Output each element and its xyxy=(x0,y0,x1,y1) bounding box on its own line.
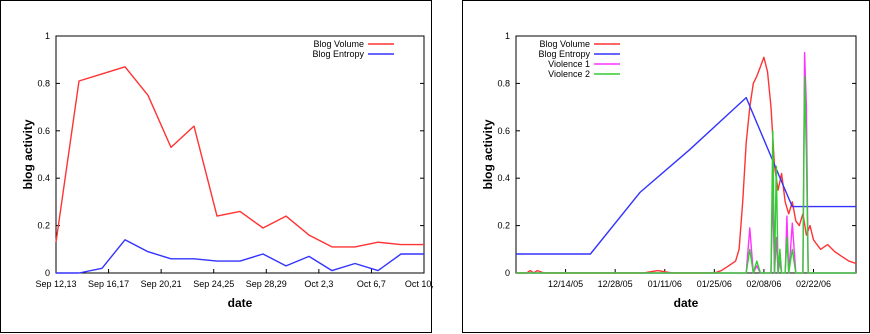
x-tick-label: 01/11/06 xyxy=(648,279,682,289)
chart-right: 0 0.2 0.4 0.6 0.8 1 12/14/05 12/28/05 01/11/06 01… xyxy=(481,31,857,310)
y-tick-label: 0.4 xyxy=(37,173,50,183)
x-tick-label: Sep 28,29 xyxy=(246,279,287,289)
x-tick-label: 12/14/05 xyxy=(548,279,583,289)
y-tick-label: 0 xyxy=(505,268,510,278)
x-tick-label: 02/22/06 xyxy=(796,279,831,289)
y-tick-label: 0.4 xyxy=(497,173,510,183)
chart-left-panel: 0 0.2 0.4 0.6 0.8 1 Sep 12,13 Sep 16,17 Sep 20,2… xyxy=(0,0,433,333)
legend-label: Violence 2 xyxy=(548,69,590,79)
x-tick-label: Oct 6,7 xyxy=(357,279,386,289)
x-tick-label: Sep 20,21 xyxy=(141,279,182,289)
x-tick-label: Oct 10,11 xyxy=(405,279,433,289)
y-tick-label: 0.2 xyxy=(37,221,50,231)
chart-right-panel: 0 0.2 0.4 0.6 0.8 1 12/14/05 12/28/05 01/11/06 01… xyxy=(462,0,870,333)
x-tick-label: Sep 16,17 xyxy=(88,279,129,289)
x-tick-label: Sep 24,25 xyxy=(193,279,234,289)
series-line-blog-volume xyxy=(55,66,424,248)
chart-left: 0 0.2 0.4 0.6 0.8 1 Sep 12,13 Sep 16,17 Sep 20,2… xyxy=(21,31,433,310)
legend-label: Blog Volume xyxy=(313,39,364,49)
y-tick-label: 1 xyxy=(505,31,510,41)
legend-label: Violence 1 xyxy=(548,59,590,69)
x-axis-title: date xyxy=(674,296,699,310)
y-axis-title: blog activity xyxy=(21,119,35,189)
x-tick-label: 02/08/06 xyxy=(746,279,781,289)
y-tick-label: 0 xyxy=(45,268,50,278)
x-tick-label: 12/28/05 xyxy=(598,279,633,289)
y-tick-label: 0.6 xyxy=(37,126,50,136)
x-tick-label: 01/25/06 xyxy=(697,279,732,289)
y-tick-label: 0.8 xyxy=(37,78,50,88)
series-line-blog-entropy xyxy=(56,239,424,274)
plot-frame xyxy=(55,35,425,274)
y-axis-title: blog activity xyxy=(481,119,495,189)
series-line-blog-entropy xyxy=(516,96,856,255)
x-tick-label: Sep 12,13 xyxy=(35,279,76,289)
legend-label: Blog Volume xyxy=(539,39,590,49)
y-tick-label: 1 xyxy=(45,31,50,41)
y-tick-label: 0.8 xyxy=(497,78,510,88)
x-axis-title: date xyxy=(228,296,253,310)
x-tick-label: Oct 2,3 xyxy=(304,279,333,289)
series-line-violence-2 xyxy=(516,75,856,274)
y-tick-label: 0.6 xyxy=(497,126,510,136)
legend-label: Blog Entropy xyxy=(312,49,364,59)
legend-label: Blog Entropy xyxy=(538,49,590,59)
y-tick-label: 0.2 xyxy=(497,221,510,231)
